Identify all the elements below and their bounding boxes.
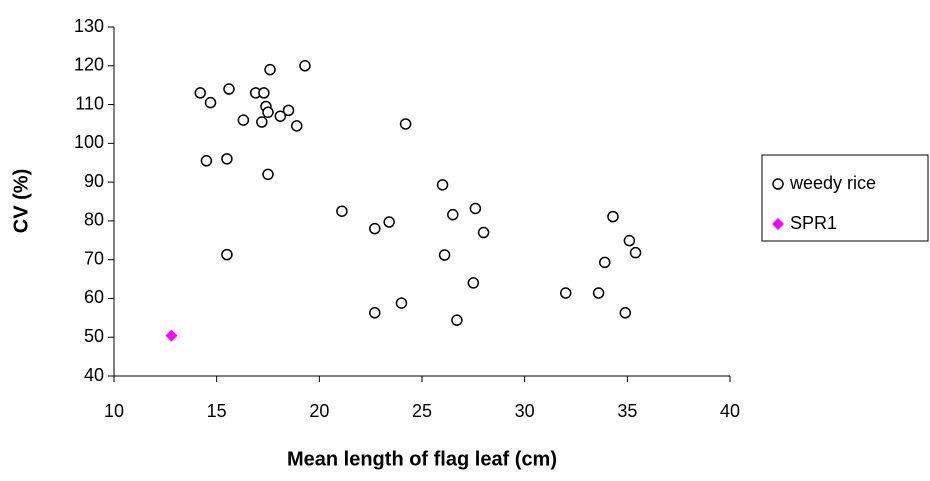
y-tick-label: 90 (84, 171, 104, 191)
point (401, 119, 411, 129)
point (470, 203, 480, 213)
point (448, 210, 458, 220)
point (222, 250, 232, 260)
point (195, 88, 205, 98)
legend-label: weedy rice (789, 173, 876, 193)
point (608, 212, 618, 222)
y-tick-label: 50 (84, 326, 104, 346)
y-axis-label: CV (%) (10, 169, 32, 233)
point (438, 180, 448, 190)
chart: Mean length of flag leaf (cm) CV (%) 40 5… (0, 0, 930, 476)
point (238, 115, 248, 125)
point (300, 61, 310, 71)
point (263, 169, 273, 179)
point (384, 217, 394, 227)
y-tick-label: 120 (74, 55, 104, 75)
x-tick-label: 30 (515, 401, 535, 421)
point (370, 308, 380, 318)
y-tick-label: 110 (75, 93, 104, 113)
legend-marker (773, 179, 783, 189)
legend-box (762, 155, 928, 241)
x-tick-label: 15 (207, 401, 227, 421)
point (224, 84, 234, 94)
point (284, 105, 294, 115)
point (265, 65, 275, 75)
point (222, 154, 232, 164)
point (257, 117, 267, 127)
y-tick-label: 100 (74, 132, 104, 152)
point (337, 206, 347, 216)
point (620, 308, 630, 318)
x-tick-label: 10 (104, 401, 124, 421)
point (624, 236, 634, 246)
point (259, 88, 269, 98)
y-tick-label: 70 (84, 248, 104, 268)
point (468, 278, 478, 288)
x-axis-label: Mean length of flag leaf (cm) (287, 448, 557, 470)
legend-label: SPR1 (790, 213, 837, 233)
point (370, 224, 380, 234)
y-tick-label: 130 (74, 16, 104, 36)
point (631, 248, 641, 258)
point (206, 98, 216, 108)
y-tick-label: 60 (84, 287, 104, 307)
y-tick-label: 40 (84, 365, 104, 385)
point (479, 228, 489, 238)
point (292, 121, 302, 131)
point (561, 288, 571, 298)
point (165, 330, 177, 342)
point (594, 288, 604, 298)
point (396, 298, 406, 308)
x-tick-label: 25 (412, 401, 432, 421)
y-tick-label: 80 (84, 210, 104, 230)
point (201, 156, 211, 166)
point (263, 107, 273, 117)
point (600, 257, 610, 267)
point (452, 315, 462, 325)
point (440, 250, 450, 260)
x-tick-label: 20 (309, 401, 329, 421)
x-tick-label: 40 (720, 401, 740, 421)
x-tick-label: 35 (617, 401, 637, 421)
